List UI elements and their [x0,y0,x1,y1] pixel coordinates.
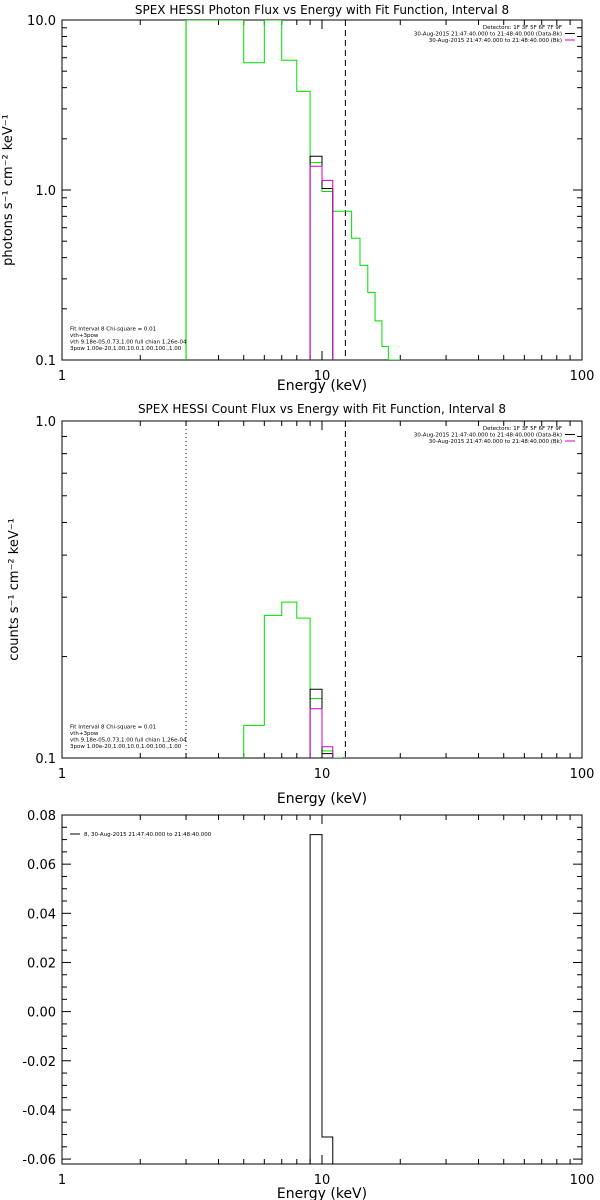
series-1 [309,834,334,1164]
y-tick-label: 10.0 [27,14,56,29]
y-tick-label: 0.04 [27,907,56,922]
legend-entry-label: Detectors: 1F 3F 5F 6F 7F 9F [483,426,562,432]
legend-entry-label: 30-Aug-2015 21:47:40.000 to 21:48:40.000… [414,32,562,38]
series-line [185,20,401,360]
series-line [243,601,343,758]
y-axis-label: counts s⁻¹ cm⁻² keV⁻¹ [7,518,22,661]
legend-entry-label: vth+3pow [70,333,99,339]
legend-entry-label: vth+3pow [70,731,99,737]
chart-panel-2: SPEX HESSI Count Flux vs Energy with Fit… [7,402,594,807]
series-line [309,165,334,360]
legend-entry-label: Fit Interval 8 Chi-square = 0.01 [70,327,156,333]
chart-title: SPEX HESSI Photon Flux vs Energy with Fi… [135,3,509,17]
plot-data [185,20,401,360]
x-tick-label: 1 [58,1173,66,1188]
x-tick-label: 100 [570,369,595,384]
x-axis-label: Energy (keV) [277,1186,367,1200]
series-line [309,708,334,758]
x-tick-label: 10 [314,767,331,782]
x-tick-label: 1 [58,767,66,782]
x-axis-label: Energy (keV) [277,378,367,394]
y-tick-label: 0.02 [27,956,56,971]
plot-data [309,834,334,1164]
x-tick-label: 1 [58,369,66,384]
x-tick-label: 10 [314,1173,331,1188]
legend-entry-label: Detectors: 1F 3F 5F 6F 7F 9F [483,25,562,31]
y-tick-label: 0.08 [27,809,56,824]
series-1 [185,20,401,360]
y-tick-label: -0.02 [22,1055,56,1070]
series-1 [243,601,343,758]
plot-data [185,421,346,758]
legend-entry-label: 8, 30-Aug-2015 21:47:40.000 to 21:48:40.… [84,832,212,838]
series-line [309,155,334,360]
series-3 [309,165,334,360]
legend-entry-label: 30-Aug-2015 21:47:40.000 to 21:48:40.000… [414,433,562,439]
y-tick-label: 1.0 [35,415,56,430]
x-tick-label: 100 [570,1173,595,1188]
chart-panel-3: Energy (keV) 1 10 100 -0.06 -0.04 -0.02 0.00 0.0… [22,809,594,1200]
y-tick-label: 0.06 [27,858,56,873]
y-tick-label: 0.1 [35,752,56,767]
series-2 [309,155,334,360]
x-tick-label: 10 [314,369,331,384]
legend-entry-label: Fit Interval 8 Chi-square = 0.01 [70,725,156,731]
chart-title: SPEX HESSI Count Flux vs Energy with Fit… [138,402,506,416]
series-3 [309,708,334,758]
legend-entry-label: vth 9.18e-05,0.73,1.00 full chian 1.26e-… [70,738,187,744]
y-tick-label: 0.00 [27,1006,56,1021]
x-axis-label: Energy (keV) [277,791,367,807]
legend-entry-label: 30-Aug-2015 21:47:40.000 to 21:48:40.000… [429,439,562,445]
y-tick-label: -0.06 [22,1153,56,1168]
series-line [309,834,334,1164]
series-line [309,688,334,758]
legend-entry-label: vth 9.18e-05,0.73,1.00 full chian 1.26e-… [70,340,187,346]
series-2 [309,688,334,758]
legend-entry-label: 3pow 1.00e-20,1.00,10.0,1.00,100.,1.00 [70,346,182,352]
x-tick-label: 100 [570,767,595,782]
y-tick-label: -0.04 [22,1104,56,1119]
y-tick-label: 0.1 [35,354,56,369]
legend-entry-label: 30-Aug-2015 21:47:40.000 to 21:48:40.000… [429,38,562,44]
y-tick-label: 1.0 [35,184,56,199]
chart-panel-1: SPEX HESSI Photon Flux vs Energy with Fi… [1,3,594,394]
legend-entry-label: 3pow 1.00e-20,1.00,10.0,1.00,100.,1.00 [70,744,182,750]
y-axis-label: photons s⁻¹ cm⁻² keV⁻¹ [1,114,16,266]
